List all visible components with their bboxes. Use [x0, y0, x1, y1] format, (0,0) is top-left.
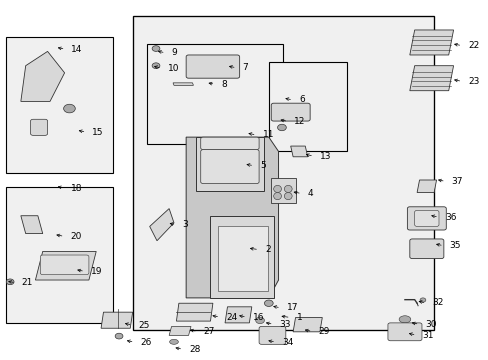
Text: 18: 18: [71, 184, 83, 193]
FancyBboxPatch shape: [414, 210, 438, 226]
Text: 36: 36: [444, 213, 455, 222]
FancyBboxPatch shape: [201, 137, 259, 150]
Ellipse shape: [255, 317, 264, 324]
Text: 22: 22: [467, 41, 478, 50]
Text: 10: 10: [167, 64, 179, 73]
FancyBboxPatch shape: [409, 239, 443, 258]
Ellipse shape: [115, 333, 122, 339]
Text: 17: 17: [286, 303, 298, 312]
FancyBboxPatch shape: [271, 103, 309, 121]
Polygon shape: [149, 208, 174, 241]
Text: 14: 14: [71, 45, 82, 54]
Text: 1: 1: [296, 313, 302, 322]
Ellipse shape: [284, 193, 291, 200]
Polygon shape: [409, 66, 453, 91]
Ellipse shape: [273, 185, 281, 193]
Polygon shape: [176, 303, 212, 321]
Bar: [6, 187, 113, 323]
Text: 29: 29: [318, 327, 329, 336]
Text: 12: 12: [293, 117, 305, 126]
FancyBboxPatch shape: [30, 119, 47, 135]
Ellipse shape: [169, 339, 178, 344]
Ellipse shape: [277, 124, 286, 131]
Polygon shape: [217, 226, 267, 291]
Text: 8: 8: [221, 80, 226, 89]
Polygon shape: [409, 30, 453, 55]
Text: 2: 2: [264, 245, 270, 254]
Text: 3: 3: [182, 220, 187, 229]
FancyBboxPatch shape: [201, 150, 259, 184]
Polygon shape: [21, 51, 64, 102]
Polygon shape: [224, 307, 251, 323]
Text: 34: 34: [282, 338, 293, 347]
Polygon shape: [210, 216, 273, 298]
Text: 20: 20: [70, 232, 81, 241]
Text: 28: 28: [189, 345, 200, 354]
Text: 32: 32: [431, 298, 443, 307]
Text: 11: 11: [262, 130, 273, 139]
Polygon shape: [196, 137, 264, 191]
Polygon shape: [271, 178, 295, 203]
Bar: [147, 44, 283, 144]
Ellipse shape: [152, 46, 160, 51]
Polygon shape: [416, 180, 436, 193]
Bar: [6, 37, 113, 173]
Bar: [268, 62, 346, 152]
Ellipse shape: [284, 185, 291, 193]
Polygon shape: [35, 251, 96, 280]
Ellipse shape: [273, 193, 281, 200]
Text: 6: 6: [298, 95, 304, 104]
Text: 33: 33: [279, 320, 290, 329]
Polygon shape: [292, 318, 322, 332]
Text: 25: 25: [138, 320, 150, 329]
Polygon shape: [186, 137, 278, 298]
Ellipse shape: [419, 298, 425, 302]
Text: 16: 16: [252, 313, 264, 322]
Ellipse shape: [63, 104, 75, 113]
FancyBboxPatch shape: [387, 323, 421, 341]
Polygon shape: [169, 327, 191, 336]
Ellipse shape: [6, 279, 14, 285]
Text: 27: 27: [203, 327, 215, 336]
Text: 35: 35: [449, 241, 460, 250]
Text: 7: 7: [242, 63, 248, 72]
Text: 37: 37: [451, 177, 462, 186]
FancyBboxPatch shape: [407, 207, 446, 230]
Text: 24: 24: [225, 313, 237, 322]
FancyBboxPatch shape: [259, 327, 285, 344]
Text: 30: 30: [425, 320, 436, 329]
Text: 26: 26: [140, 338, 151, 347]
Polygon shape: [21, 216, 42, 234]
Text: 15: 15: [92, 128, 103, 137]
Text: 31: 31: [422, 330, 433, 339]
Text: 5: 5: [260, 161, 265, 170]
Ellipse shape: [152, 63, 160, 68]
Text: 13: 13: [319, 152, 331, 161]
Ellipse shape: [398, 316, 410, 323]
Text: 9: 9: [171, 48, 177, 57]
FancyBboxPatch shape: [186, 55, 239, 78]
Ellipse shape: [264, 300, 273, 306]
Text: 4: 4: [307, 189, 313, 198]
FancyBboxPatch shape: [40, 255, 89, 275]
Polygon shape: [290, 146, 307, 157]
Text: 19: 19: [91, 267, 102, 276]
Polygon shape: [173, 83, 193, 85]
Bar: [132, 16, 433, 330]
Polygon shape: [101, 312, 132, 328]
Text: 23: 23: [467, 77, 479, 86]
Text: 21: 21: [22, 278, 33, 287]
